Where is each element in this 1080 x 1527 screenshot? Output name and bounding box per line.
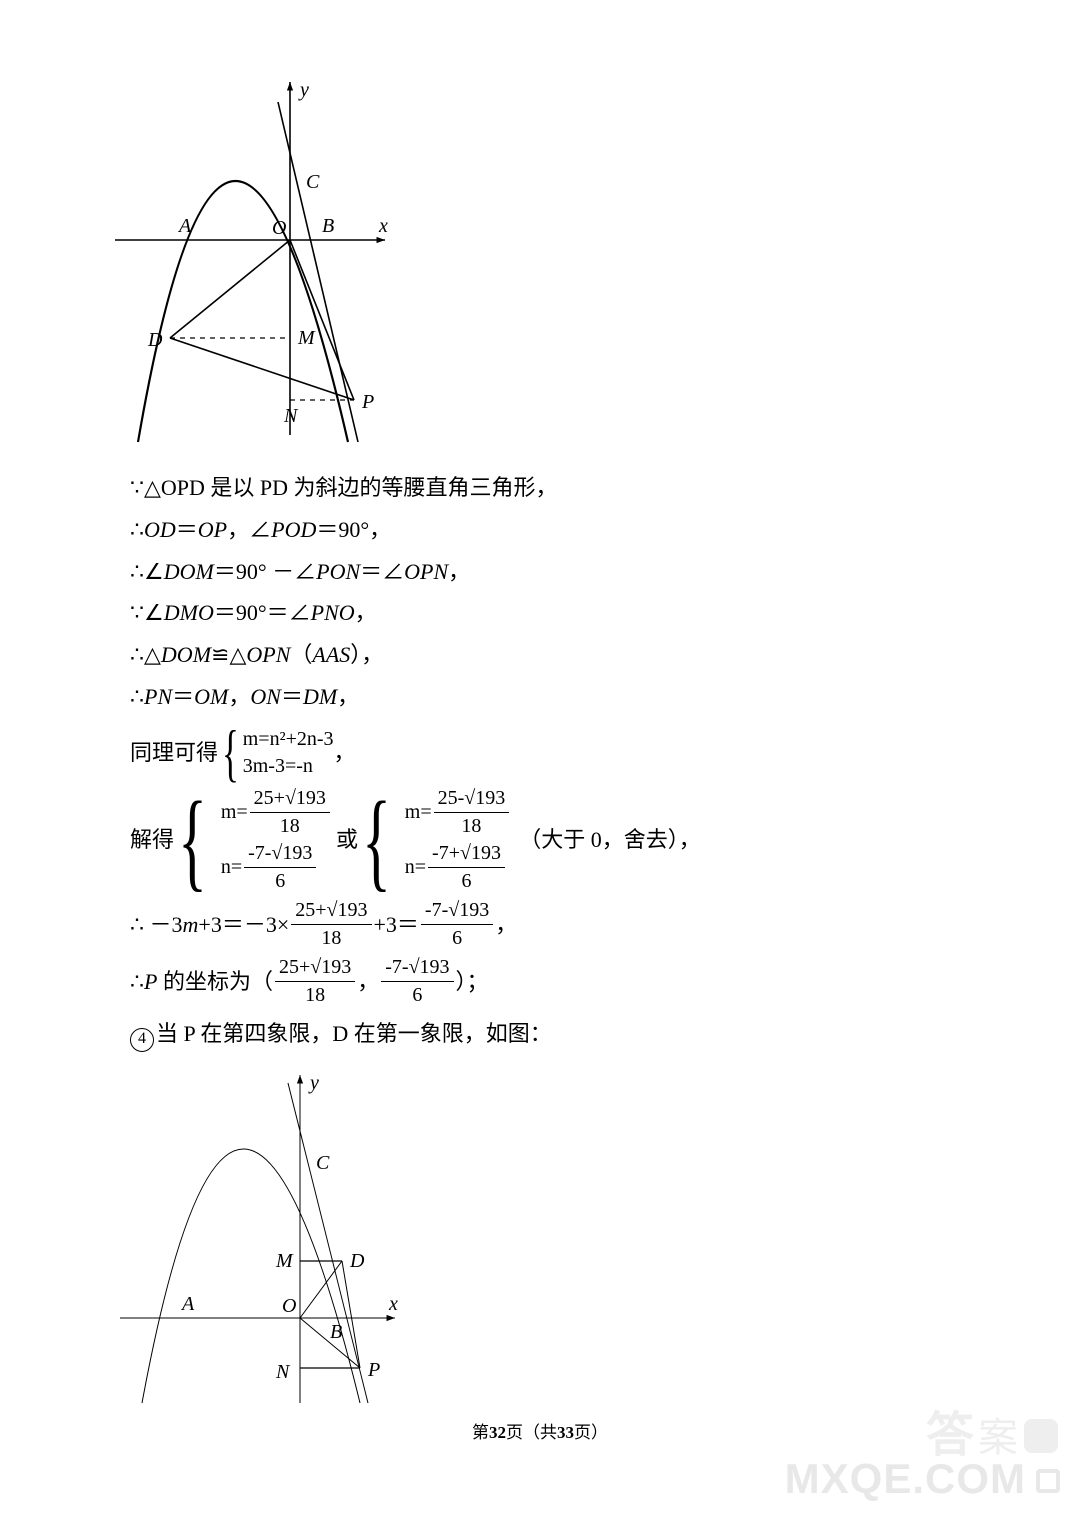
svg-text:N: N [275,1361,291,1383]
circled-4: 4 [130,1028,154,1052]
system-lead: 同理可得 [130,732,218,774]
proof-line-3: ∴∠DOM＝90° －∠PON＝∠OPN， [130,551,950,593]
solutions-row: 解得 { m= 25+√19318 n= -7-√1936 或 { m= 25- [130,787,950,893]
p-coord-line: ∴P 的坐标为（ 25+√19318 ， -7-√1936 ）； [130,956,950,1007]
watermark-en: MXQE.COM [785,1455,1060,1503]
svg-text:M: M [275,1250,294,1272]
jie: 解得 [130,819,174,861]
svg-text:B: B [330,1321,342,1343]
svg-text:P: P [367,1359,380,1381]
proof-line-4: ∵∠DMO＝90°＝∠PNO， [130,592,950,634]
sol2: { m= 25-√19318 n= -7+√1936 [362,787,511,893]
l7-lead: ∴ －3m+3＝－3× [130,904,289,946]
proof-line-6: ∴PN＝OM，ON＝DM， [130,676,950,718]
svg-text:M: M [297,327,316,349]
svg-text:O: O [282,1295,296,1317]
figure-1: y x O A BC M N D P [110,70,950,455]
svg-text:y: y [308,1072,319,1094]
svg-text:B: B [322,215,334,237]
proof-line-5: ∴△DOM≌△OPN（AAS）， [130,634,950,676]
sol1: { m= 25+√19318 n= -7-√1936 [178,787,332,893]
svg-text:A: A [180,1293,195,1315]
svg-text:A: A [177,215,192,237]
proof-line-1: ∵△OPD 是以 PD 为斜边的等腰直角三角形， [130,467,950,509]
figure-1-svg: y x O A BC M N D P [110,70,400,450]
svg-text:O: O [272,217,286,239]
svg-text:C: C [306,171,320,193]
compute-line: ∴ －3m+3＝－3× 25+√19318 +3＝ -7-√1936 ， [130,899,950,950]
svg-text:x: x [378,215,388,237]
system-comma: ， [334,732,356,774]
svg-text:D: D [147,329,163,351]
l8-comma: ， [357,961,379,1003]
l8-lead: ∴P 的坐标为（ [130,961,273,1003]
eq-bot: 3m-3=-n [243,753,334,780]
system-row: 同理可得 { m=n²+2n-3 3m-3=-n ， [130,724,950,782]
svg-text:C: C [316,1152,330,1174]
huo: 或 [336,819,358,861]
svg-text:N: N [283,405,299,427]
l7-mid: +3＝ [374,904,419,946]
figure-2: y x O A B C M D N P [110,1063,950,1413]
svg-text:P: P [361,391,374,413]
svg-text:D: D [349,1250,365,1272]
svg-text:x: x [388,1293,398,1315]
eq-top: m=n²+2n-3 [243,726,334,753]
case-4: 4当 P 在第四象限，D 在第一象限，如图： [130,1013,950,1055]
l7-end: ， [495,904,517,946]
l8-end: ）； [456,961,489,1003]
svg-text:y: y [298,79,309,101]
proof-line-2: ∴OD＝OP，∠POD＝90°， [130,509,950,551]
figure-2-svg: y x O A B C M D N P [110,1063,410,1408]
page-footer: 第32页（共33页） [0,1418,1080,1443]
paren-note: （大于 0，舍去）， [519,819,701,861]
system-brace: { m=n²+2n-3 3m-3=-n [222,724,334,782]
